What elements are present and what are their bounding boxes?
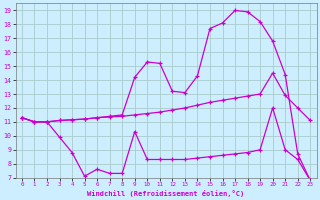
X-axis label: Windchill (Refroidissement éolien,°C): Windchill (Refroidissement éolien,°C) <box>87 190 245 197</box>
